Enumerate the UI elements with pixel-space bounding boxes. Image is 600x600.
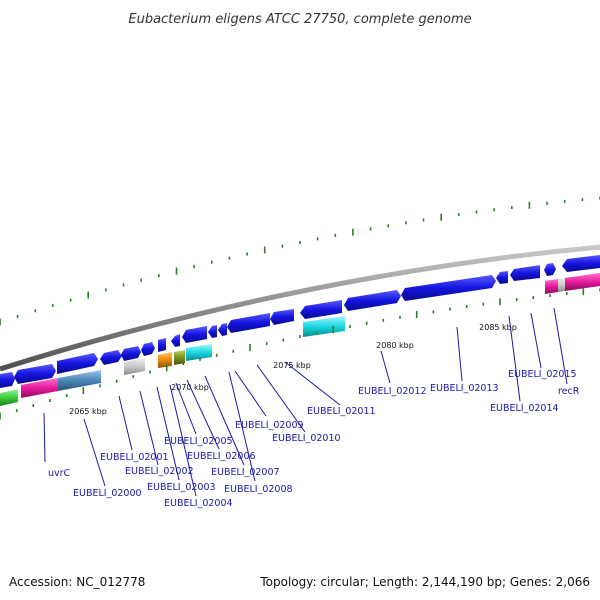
gene-arrow[interactable]: [344, 290, 401, 311]
gene-arrow[interactable]: [100, 350, 122, 365]
scale-label: 2080 kbp: [376, 341, 414, 350]
gene-labels: uvrC EUBELI_02000 EUBELI_02001 EUBELI_02…: [48, 369, 580, 509]
gene-label-EUBELI_02014[interactable]: EUBELI_02014: [490, 403, 559, 414]
gene-label-EUBELI_02012[interactable]: EUBELI_02012: [358, 386, 427, 397]
gene-bar-magenta[interactable]: [21, 378, 58, 398]
gene-label-EUBELI_02003[interactable]: EUBELI_02003: [147, 482, 216, 493]
gene-label-leaders: [43, 307, 568, 497]
gene-label-EUBELI_02007[interactable]: EUBELI_02007: [211, 467, 280, 478]
gene-arrow[interactable]: [496, 271, 508, 284]
gene-arrow[interactable]: [171, 334, 180, 347]
gene-arrow[interactable]: [57, 353, 98, 374]
gene-label-EUBELI_02008[interactable]: EUBELI_02008: [224, 484, 293, 495]
gene-bar-orange[interactable]: [158, 352, 172, 368]
gene-bar-cyan[interactable]: [303, 316, 345, 337]
gene-label-EUBELI_02001[interactable]: EUBELI_02001: [100, 452, 169, 463]
gene-arrow[interactable]: [218, 323, 227, 336]
gene-arrow[interactable]: [562, 255, 600, 272]
gene-label-uvrC[interactable]: uvrC: [48, 468, 71, 479]
gene-label-EUBELI_02000[interactable]: EUBELI_02000: [73, 488, 142, 499]
gene-label-EUBELI_02009[interactable]: EUBELI_02009: [235, 420, 304, 431]
outer-tick-ring: [0, 196, 600, 326]
gene-bar-olive[interactable]: [174, 350, 185, 365]
scale-label: 2075 kbp: [273, 361, 311, 370]
gene-arrow[interactable]: [208, 325, 217, 338]
genome-summary-text: Topology: circular; Length: 2,144,190 bp…: [259, 575, 590, 589]
gene-bar-magenta[interactable]: [545, 279, 558, 294]
gene-arrow[interactable]: [158, 338, 166, 352]
gene-arrow[interactable]: [544, 263, 556, 276]
gene-label-EUBELI_02004[interactable]: EUBELI_02004: [164, 498, 233, 509]
gene-arrow[interactable]: [227, 313, 270, 333]
gene-label-EUBELI_02015[interactable]: EUBELI_02015: [508, 369, 577, 380]
gene-label-EUBELI_02002[interactable]: EUBELI_02002: [125, 466, 194, 477]
gene-label-EUBELI_02005[interactable]: EUBELI_02005: [164, 436, 233, 447]
genome-backbone: [0, 244, 600, 372]
forward-strand-genes: [0, 255, 600, 388]
gene-bar-green[interactable]: [0, 389, 18, 406]
gene-bar-gray[interactable]: [558, 278, 565, 292]
gene-arrow[interactable]: [510, 265, 540, 281]
gene-bar-cyan[interactable]: [186, 344, 212, 361]
gene-arrow[interactable]: [141, 342, 155, 356]
gene-arrow[interactable]: [401, 275, 496, 301]
map-title: Eubacterium eligens ATCC 27750, complete…: [128, 12, 471, 27]
inner-tick-ring: [0, 288, 600, 420]
gene-arrow[interactable]: [270, 309, 294, 325]
gene-arrow[interactable]: [182, 326, 207, 343]
scale-label: 2065 kbp: [69, 407, 107, 416]
gene-bar-magenta[interactable]: [565, 273, 600, 291]
gene-arrow[interactable]: [121, 346, 141, 361]
gene-label-EUBELI_02011[interactable]: EUBELI_02011: [307, 406, 376, 417]
accession-text: Accession: NC_012778: [9, 575, 145, 589]
gene-label-recR[interactable]: recR: [558, 386, 580, 397]
gene-arrow[interactable]: [0, 372, 15, 388]
gene-arrow[interactable]: [14, 364, 56, 384]
gene-bar-gray[interactable]: [124, 358, 145, 375]
gene-arrow[interactable]: [300, 300, 342, 319]
gene-label-EUBELI_02013[interactable]: EUBELI_02013: [430, 383, 499, 394]
gene-label-EUBELI_02006[interactable]: EUBELI_02006: [187, 451, 256, 462]
scale-label: 2085 kbp: [479, 323, 517, 332]
gene-bar-steelblue[interactable]: [58, 370, 101, 391]
gene-label-EUBELI_02010[interactable]: EUBELI_02010: [272, 433, 341, 444]
reverse-strand-genes: [0, 273, 600, 406]
